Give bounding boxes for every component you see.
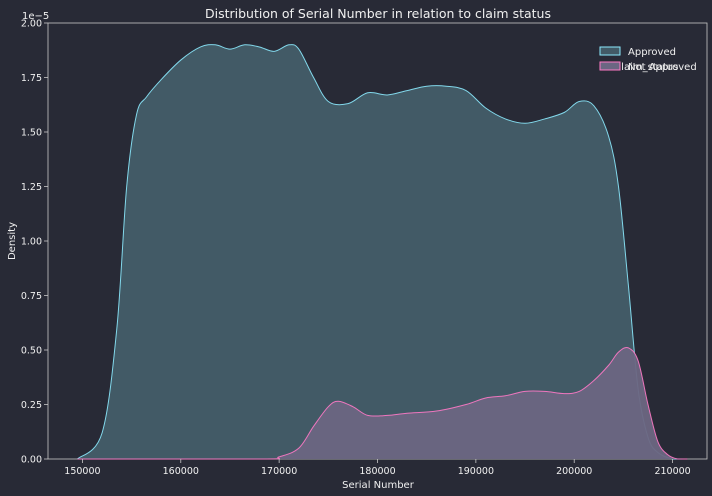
legend-swatch-approved (599, 46, 621, 56)
x-tick-label-180000: 180000 (359, 466, 395, 477)
y-axis-label: Density (7, 222, 18, 260)
plot-area: 150000 160000 170000 180000 190000 200000 2100… (21, 19, 708, 477)
x-tick-label-170000: 170000 (261, 466, 297, 477)
y-tick-label-6: 1.50 (21, 128, 42, 139)
y-tick-label-5: 1.25 (21, 182, 42, 193)
legend-swatch-not-approved (599, 61, 621, 71)
legend-title: claim_status (616, 62, 679, 73)
legend-item-approved: Approved (599, 46, 676, 58)
x-tick-label-150000: 150000 (64, 466, 100, 477)
y-scale-note: 1e−5 (22, 11, 49, 22)
x-tick-label-190000: 190000 (458, 466, 494, 477)
legend-item-not-approved: Not Approved (599, 61, 697, 73)
y-tick-label-1: 0.25 (21, 400, 42, 411)
chart-title: Distribution of Serial Number in relatio… (205, 6, 551, 21)
x-tick-label-160000: 160000 (163, 466, 199, 477)
legend-label-not-approved: Not Approved (628, 62, 697, 73)
series-area-not-approved (77, 347, 688, 459)
y-tick-label-4: 1.00 (21, 237, 42, 248)
x-tick-label-200000: 200000 (556, 466, 592, 477)
x-tick-label-210000: 210000 (654, 466, 690, 477)
y-tick-label-7: 1.75 (21, 73, 42, 84)
legend-label-approved: Approved (628, 47, 676, 58)
legend: claim_status Approved Not Approved (599, 46, 697, 73)
y-tick-label-0: 0.00 (21, 455, 42, 466)
series-line-approved (77, 44, 683, 460)
x-axis-label: Serial Number (342, 480, 415, 491)
y-tick-label-3: 0.75 (21, 291, 42, 302)
series-line-not-approved (77, 346, 688, 460)
y-tick-label-2: 0.50 (21, 346, 42, 357)
series-area-approved (77, 44, 683, 460)
y-tick-label-8: 2.00 (21, 19, 42, 30)
